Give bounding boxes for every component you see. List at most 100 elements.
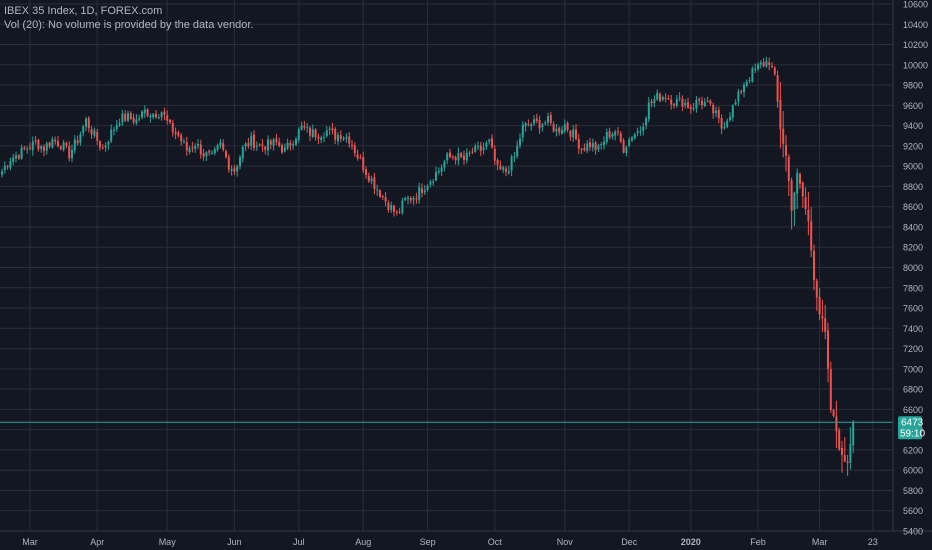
candle-body xyxy=(213,148,216,154)
x-tick-label: Nov xyxy=(557,537,574,547)
candle-body xyxy=(342,137,345,140)
candle-body xyxy=(745,81,748,86)
candle-body xyxy=(538,120,541,129)
candle-body xyxy=(127,113,129,121)
candle-body xyxy=(597,145,600,150)
candle-body xyxy=(208,150,211,153)
volume-indicator-label[interactable]: Vol (20): No volume is provided by the d… xyxy=(4,19,254,31)
candle-body xyxy=(824,318,827,332)
candle-body xyxy=(681,98,684,107)
candle-body xyxy=(524,123,527,127)
candle-body xyxy=(68,145,71,159)
candle-body xyxy=(286,142,289,149)
candle-body xyxy=(499,165,502,170)
candle-body xyxy=(110,129,113,142)
candle-body xyxy=(247,142,250,147)
candle-body xyxy=(563,124,566,132)
candle-body xyxy=(404,198,407,201)
candle-body xyxy=(793,192,796,210)
candle-body xyxy=(743,84,745,93)
y-tick-label: 10400 xyxy=(903,20,928,30)
candle-body xyxy=(513,156,516,158)
candle-body xyxy=(255,145,258,147)
candle-body xyxy=(401,200,404,213)
x-tick-label: May xyxy=(159,537,177,547)
candle-body xyxy=(199,144,202,155)
candle-body xyxy=(471,151,474,153)
candle-body xyxy=(482,147,485,150)
y-tick-label: 10200 xyxy=(903,40,928,50)
candle-body xyxy=(393,205,395,212)
candle-body xyxy=(325,130,328,137)
candle-body xyxy=(687,102,689,108)
candle-body xyxy=(645,118,647,126)
x-tick-label: Dec xyxy=(621,537,638,547)
candle-body xyxy=(264,146,267,150)
candle-body xyxy=(650,101,653,104)
candle-body xyxy=(787,156,790,181)
candle-body xyxy=(135,119,138,124)
candle-body xyxy=(96,131,99,141)
candle-body xyxy=(810,221,813,251)
candle-body xyxy=(426,185,429,191)
candle-body xyxy=(48,142,51,147)
y-tick-label: 8600 xyxy=(903,202,923,212)
candle-body xyxy=(852,422,855,446)
candle-body xyxy=(9,160,12,168)
candle-body xyxy=(407,197,409,200)
candle-body xyxy=(435,172,437,181)
candle-body xyxy=(362,156,365,171)
candle-body xyxy=(533,119,535,124)
candle-body xyxy=(656,92,659,100)
price-axis[interactable] xyxy=(0,0,932,532)
candle-body xyxy=(331,128,334,131)
candle-body xyxy=(675,98,678,106)
candle-body xyxy=(437,170,440,173)
candle-body xyxy=(521,124,524,138)
candle-body xyxy=(748,80,751,82)
candle-body xyxy=(505,168,507,172)
y-tick-label: 8000 xyxy=(903,263,923,273)
candle-body xyxy=(6,166,9,168)
candle-body xyxy=(241,146,244,159)
y-tick-label: 9200 xyxy=(903,141,923,151)
candles[interactable] xyxy=(1,56,855,476)
candle-body xyxy=(552,124,555,132)
time-axis-labels: Mar Apr May Jun Jul Aug Sep Oct Nov Dec 2020 Feb Mar… xyxy=(22,537,878,547)
x-tick-label: Aug xyxy=(355,537,371,547)
symbol-title[interactable]: IBEX 35 Index, 1D, FOREX.com xyxy=(4,5,163,17)
candle-body xyxy=(491,138,493,148)
candle-body xyxy=(71,149,73,159)
candle-body xyxy=(460,153,463,157)
candle-body xyxy=(692,107,695,109)
candle-body xyxy=(409,197,412,201)
candle-body xyxy=(51,139,54,148)
candle-body xyxy=(166,115,169,121)
last-price-badge xyxy=(898,416,922,440)
candle-body xyxy=(138,118,141,120)
candle-body xyxy=(12,157,15,162)
y-tick-label: 10000 xyxy=(903,60,928,70)
candle-body xyxy=(34,140,37,142)
y-tick-label: 5800 xyxy=(903,486,923,496)
x-tick-label: Mar xyxy=(812,537,828,547)
candle-body xyxy=(421,188,423,194)
candle-body xyxy=(594,142,597,151)
candle-body xyxy=(230,169,233,171)
candle-body xyxy=(177,132,180,136)
candle-body xyxy=(169,119,171,123)
candle-body xyxy=(751,68,754,82)
candle-body xyxy=(334,128,337,140)
bar-countdown: 59:10 xyxy=(900,428,925,439)
x-tick-label: 23 xyxy=(868,537,878,547)
candle-body xyxy=(684,102,687,106)
y-tick-label: 9600 xyxy=(903,101,923,111)
candle-body xyxy=(723,127,726,129)
candle-body xyxy=(757,64,759,70)
candle-body xyxy=(586,143,589,151)
candle-body xyxy=(85,118,87,127)
candle-body xyxy=(292,144,295,146)
candle-body xyxy=(31,141,34,151)
candle-body xyxy=(171,123,174,133)
